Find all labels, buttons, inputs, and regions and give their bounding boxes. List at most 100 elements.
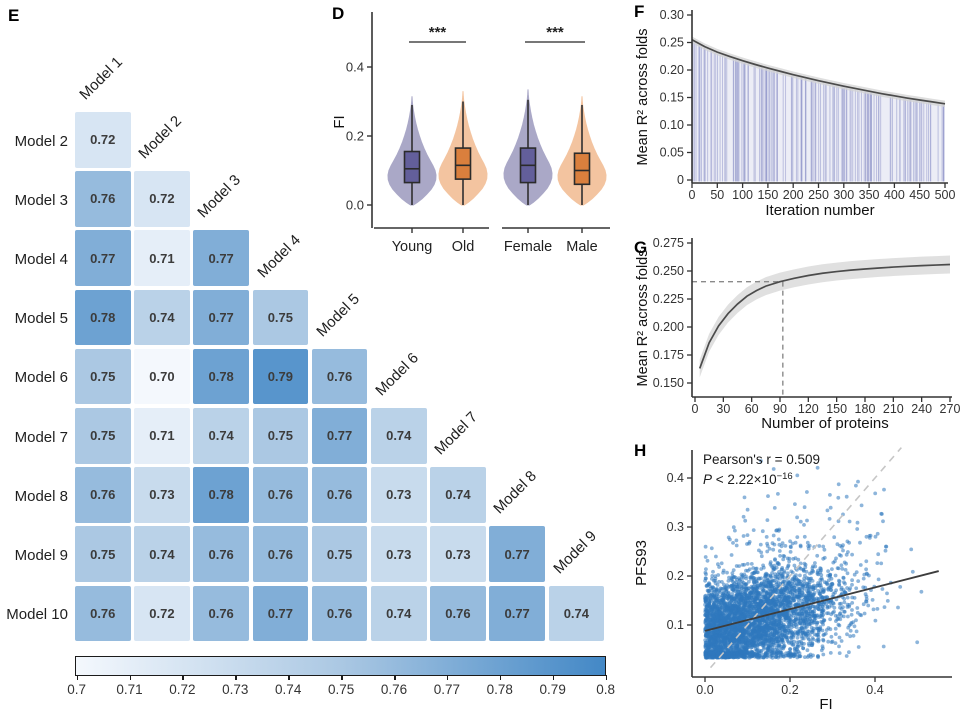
heatmap-column-label: Model 8: [490, 467, 541, 518]
x-tick-label: 0: [689, 188, 696, 202]
colorbar-tick: [552, 675, 555, 680]
x-tick-label: 300: [833, 188, 854, 202]
y-tick-label: 0.30: [660, 8, 684, 22]
y-tick-label: 0.05: [660, 146, 684, 160]
y-tick-label: 0.20: [660, 63, 684, 77]
colorbar-tick: [499, 675, 502, 680]
heatmap-cell: 0.76: [75, 171, 131, 227]
colorbar-tick: [605, 675, 608, 680]
colorbar-tick: [76, 675, 79, 680]
boxplot-box: [454, 147, 472, 180]
heatmap-cell: 0.73: [134, 467, 190, 523]
scatter-points: [703, 459, 924, 660]
confidence-band: [699, 255, 950, 378]
heatmap-cell: 0.74: [134, 289, 190, 346]
colorbar-tick-label: 0.78: [486, 682, 513, 697]
heatmap-cell: 0.77: [489, 585, 545, 642]
y-tick-label: 0.4: [667, 471, 684, 485]
x-tick-label: 450: [909, 188, 930, 202]
heatmap-cell: 0.77: [193, 230, 249, 286]
heatmap-cell: 0.76: [75, 585, 131, 642]
heatmap-column-label: Model 1: [76, 53, 127, 104]
heatmap-row-label: Model 4: [14, 251, 68, 268]
x-tick-label: 0.2: [781, 683, 798, 697]
heatmap-cell: 0.72: [75, 112, 131, 168]
colorbar-tick-label: 0.7: [67, 682, 86, 697]
y-tick-label: 0.3: [667, 520, 684, 534]
y-axis-label: Mean R² across folds: [635, 250, 651, 387]
x-tick-label: 150: [757, 188, 778, 202]
significance-stars: ***: [429, 24, 447, 41]
colorbar-tick-label: 0.75: [327, 682, 355, 697]
heatmap-row-label: Model 5: [14, 310, 68, 328]
y-axis-label: FI: [331, 115, 348, 128]
x-tick-label: 250: [808, 188, 829, 202]
colorbar-tick-label: 0.8: [596, 682, 615, 697]
heatmap-column-label: Model 2: [135, 112, 186, 163]
panel-label-g: G: [634, 238, 648, 257]
heatmap-cell: 0.74: [371, 408, 427, 464]
mean-curve: [698, 263, 951, 369]
heatmap-cell: 0.71: [134, 230, 190, 286]
heatmap-cell: 0.76: [311, 585, 368, 642]
y-tick-label: 0.200: [653, 320, 684, 334]
heatmap-cell: 0.76: [430, 585, 486, 642]
panel-g-line-chart: 0.150 0.175 0.200 0.225 0.250 0.275 0 30 60 90 120…: [635, 236, 960, 430]
x-tick-label: 240: [911, 402, 932, 416]
boxplot-box: [403, 150, 421, 184]
x-tick-label: 200: [783, 188, 804, 202]
colorbar-tick: [129, 675, 131, 680]
colorbar-tick-label: 0.72: [169, 682, 196, 697]
y-tick-label: 0.2: [346, 129, 364, 144]
heatmap-cell: 0.77: [489, 526, 545, 582]
y-tick-label: 0.25: [660, 36, 684, 50]
heatmap-column-label: Model 6: [372, 349, 423, 400]
panel-e-correlation-heatmap: Model 2 0.72 Model 3 0.76 0.72 Model 4 0.77 0.7…: [6, 53, 615, 697]
heatmap-cell: 0.75: [75, 348, 131, 405]
x-tick-label: 400: [884, 188, 905, 202]
pearson-annotation: Pearson's r = 0.509: [703, 452, 820, 467]
colorbar-tick-label: 0.74: [275, 682, 302, 697]
y-tick-label: 0.275: [653, 236, 684, 250]
heatmap-cell: 0.74: [193, 408, 249, 464]
panel-d-violin-plot: Young Old Female Male 0.0 0.2 0.4 FI *** ***: [331, 12, 610, 255]
colorbar-tick-label: 0.76: [380, 682, 408, 697]
y-tick-label: 0.4: [346, 60, 364, 75]
panel-label-d: D: [332, 4, 345, 23]
x-tick-label: 0.4: [866, 683, 883, 697]
x-tick-label: 120: [798, 402, 819, 416]
x-tick-label: 210: [883, 402, 904, 416]
heatmap-cell: 0.76: [252, 526, 309, 582]
y-tick-label: 0.175: [653, 348, 684, 362]
panel-h-scatter-plot: 0.1 0.2 0.3 0.4 0.0 0.2 0.4 FI PFS93 Pearson's r …: [633, 447, 952, 711]
y-axis-label: Mean R² across folds: [635, 29, 651, 166]
x-tick-label: 30: [716, 402, 730, 416]
heatmap-column-label: Model 7: [431, 408, 482, 459]
heatmap-cell: 0.72: [134, 585, 190, 642]
x-tick-label: 60: [745, 402, 759, 416]
heatmap-cell: 0.78: [193, 467, 249, 523]
x-tick-label: 100: [732, 188, 753, 202]
heatmap-cell: 0.76: [311, 467, 368, 523]
y-axis-label: PFS93: [633, 540, 650, 586]
panel-label-h: H: [634, 441, 647, 460]
colorbar-tick: [235, 675, 237, 680]
y-tick-label: 0.2: [667, 569, 684, 583]
heatmap-cell: 0.74: [430, 467, 486, 523]
colorbar-tick-label: 0.77: [433, 682, 461, 697]
x-tick-label: 90: [773, 402, 787, 416]
significance-stars: ***: [546, 24, 564, 41]
heatmap-cell: 0.74: [548, 585, 605, 642]
heatmap-cell: 0.77: [311, 408, 368, 464]
regression-line: [704, 570, 939, 632]
colorbar-tick: [446, 675, 449, 680]
heatmap-cell: 0.77: [193, 289, 249, 346]
y-tick-label: 0: [677, 173, 684, 187]
x-axis-label: Number of proteins: [761, 415, 889, 430]
x-tick-label: 50: [710, 188, 724, 202]
colorbar-tick: [341, 675, 343, 680]
heatmap-column-label: Model 5: [313, 290, 363, 341]
heatmap-cell: 0.70: [134, 348, 190, 405]
heatmap-cell: 0.76: [75, 467, 131, 523]
